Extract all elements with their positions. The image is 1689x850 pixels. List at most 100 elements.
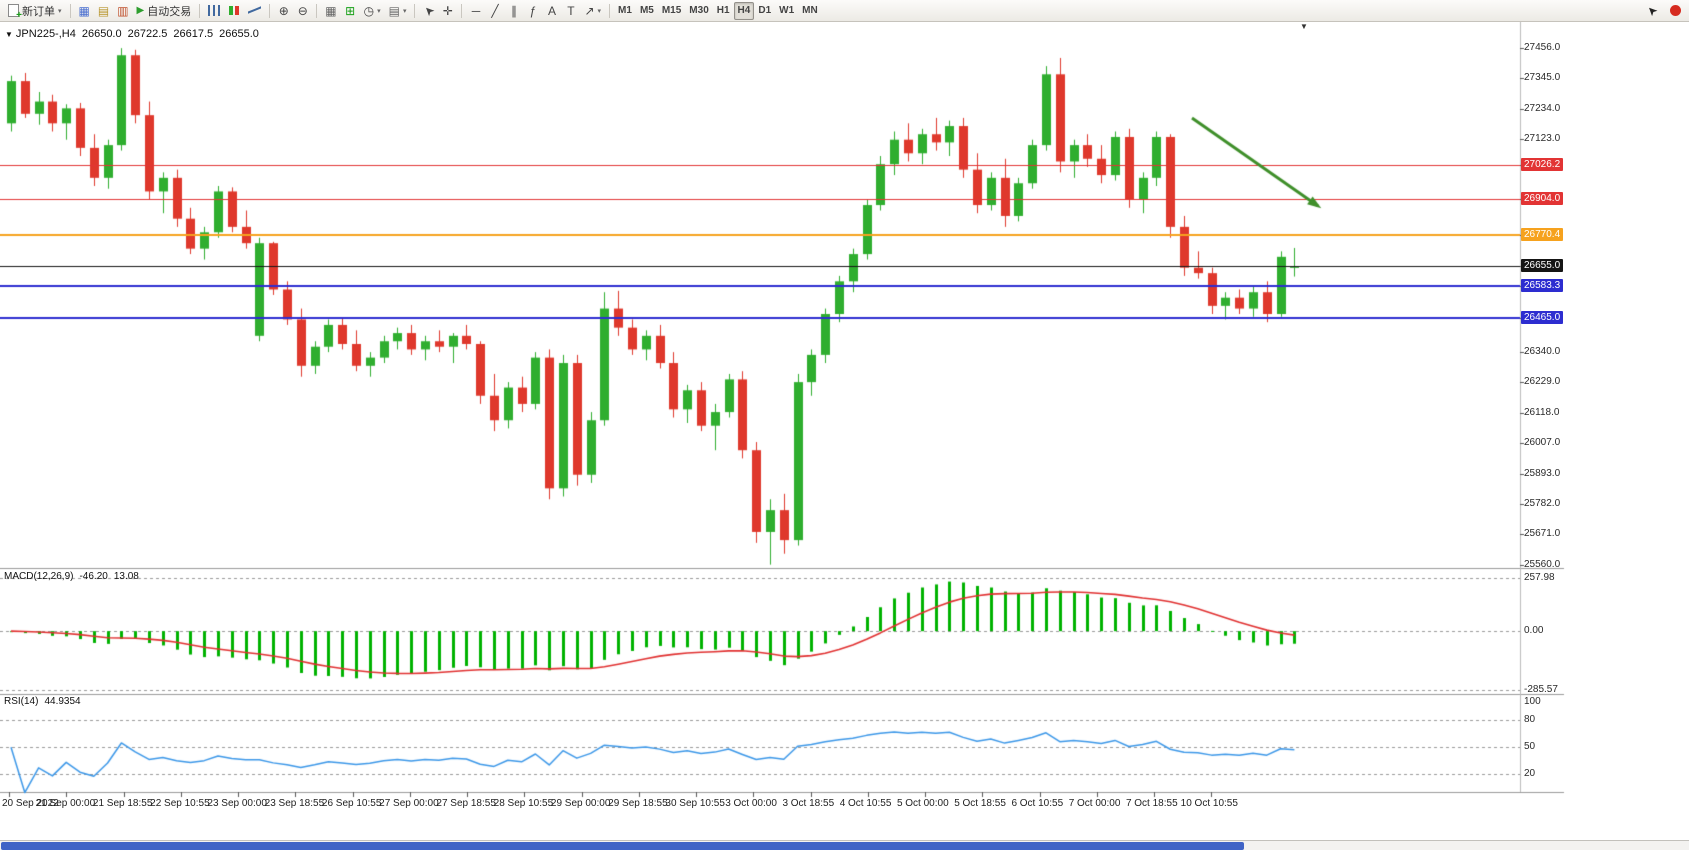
macd-axis-label: 0.00 bbox=[1524, 625, 1544, 637]
toolbar-separator bbox=[461, 3, 463, 18]
bar-chart-button[interactable] bbox=[204, 2, 224, 20]
close-value: 26655.0 bbox=[219, 28, 259, 40]
horizontal-scrollbar[interactable] bbox=[0, 840, 1689, 850]
caret-down-icon: ▾ bbox=[377, 7, 381, 15]
channel-button[interactable]: ∥ bbox=[504, 2, 523, 20]
navigator-button[interactable]: ▤ bbox=[94, 2, 113, 20]
new-order-label: 新订单 bbox=[22, 5, 55, 18]
community-button[interactable] bbox=[1666, 2, 1685, 20]
time-axis-label: 27 Sep 00:00 bbox=[379, 798, 439, 809]
crosshair-button[interactable]: ✛ bbox=[438, 2, 457, 20]
fibonacci-button[interactable]: ƒ bbox=[523, 2, 542, 20]
arrows-button[interactable]: ↗ ▾ bbox=[580, 2, 605, 20]
chart-collapse-icon[interactable]: ▼ bbox=[5, 30, 13, 39]
price-axis-label: 26340.0 bbox=[1524, 346, 1561, 358]
timeframe-m30-button[interactable]: M30 bbox=[685, 2, 712, 20]
timeframe-label: D1 bbox=[758, 5, 772, 16]
templates-button[interactable]: ▤ ▾ bbox=[385, 2, 411, 20]
tile-windows-icon: ▦ bbox=[325, 3, 337, 18]
timeframe-mn-button[interactable]: MN bbox=[798, 2, 822, 20]
rsi-header: RSI(14) 44.9354 bbox=[4, 696, 81, 707]
market-watch-icon: ▦ bbox=[78, 3, 90, 18]
timeframe-m5-button[interactable]: M5 bbox=[636, 2, 658, 20]
rsi-axis-label: 80 bbox=[1524, 714, 1536, 726]
time-axis-label: 30 Sep 10:55 bbox=[665, 798, 725, 809]
price-line-badge[interactable]: 26770.4 bbox=[1521, 227, 1564, 241]
chart-ohlc-header: ▼ JPN225-,H4 26650.0 26722.5 26617.5 26655.0 bbox=[5, 28, 259, 40]
auto-trading-icon: ▶ bbox=[136, 4, 145, 16]
rsi-value: 44.9354 bbox=[44, 696, 81, 707]
time-axis-label: 28 Sep 10:55 bbox=[493, 798, 554, 809]
new-order-icon bbox=[8, 4, 22, 21]
price-axis-label: 26118.0 bbox=[1524, 406, 1560, 418]
new-order-button[interactable]: 新订单 ▾ bbox=[4, 2, 66, 21]
channel-icon: ∥ bbox=[510, 3, 517, 18]
timeframe-h1-button[interactable]: H1 bbox=[713, 2, 734, 20]
line-chart-button[interactable] bbox=[244, 2, 265, 20]
terminal-button[interactable]: ▥ bbox=[113, 2, 132, 20]
price-chart-canvas[interactable] bbox=[0, 22, 1689, 850]
time-axis-label: 5 Oct 00:00 bbox=[896, 798, 949, 809]
timeframe-h4-button[interactable]: H4 bbox=[733, 1, 755, 20]
fibonacci-icon: ƒ bbox=[529, 3, 537, 18]
toolbar-right-group: ➤ bbox=[1643, 2, 1685, 20]
scrollbar-thumb[interactable] bbox=[1, 842, 1244, 850]
timeframe-label: M1 bbox=[618, 5, 632, 16]
symbol-timeframe-label: JPN225-,H4 bbox=[15, 28, 76, 40]
time-axis-label: 22 Sep 10:55 bbox=[150, 798, 210, 809]
price-axis-label: 26007.0 bbox=[1524, 436, 1561, 448]
zoom-out-button[interactable]: ⊖ bbox=[293, 2, 312, 20]
cursor-button[interactable]: ➤ bbox=[419, 2, 438, 20]
timeframe-m1-button[interactable]: M1 bbox=[614, 2, 636, 20]
chart-shift-marker[interactable]: ▼ bbox=[1300, 22, 1308, 31]
timeframe-m15-button[interactable]: M15 bbox=[658, 2, 685, 20]
indicators-icon: ⊞ bbox=[345, 3, 356, 18]
price-line-badge[interactable]: 26904.0 bbox=[1521, 191, 1564, 205]
timeframe-d1-button[interactable]: D1 bbox=[754, 2, 775, 20]
timeframe-w1-button[interactable]: W1 bbox=[775, 2, 798, 20]
timeframe-label: MN bbox=[802, 5, 818, 16]
terminal-icon: ▥ bbox=[117, 3, 129, 18]
price-line-badge[interactable]: 26465.0 bbox=[1521, 311, 1564, 325]
price-line-badge[interactable]: 27026.2 bbox=[1521, 158, 1564, 172]
horizontal-line-icon: ─ bbox=[471, 3, 481, 18]
zoom-out-icon: ⊖ bbox=[297, 3, 308, 18]
toolbar-separator bbox=[414, 3, 416, 18]
price-line-badge[interactable]: 26655.0 bbox=[1521, 259, 1564, 273]
market-watch-button[interactable]: ▦ bbox=[75, 2, 94, 20]
auto-trading-button[interactable]: ▶ 自动交易 bbox=[133, 2, 196, 20]
price-axis-label: 27123.0 bbox=[1524, 132, 1561, 144]
auto-trading-label: 自动交易 bbox=[147, 5, 192, 18]
toolbar-separator bbox=[609, 3, 611, 18]
price-axis-label: 25893.0 bbox=[1524, 467, 1561, 479]
rsi-title: RSI(14) bbox=[4, 696, 39, 707]
horizontal-line-button[interactable]: ─ bbox=[466, 2, 485, 20]
tile-windows-button[interactable]: ▦ bbox=[321, 2, 340, 20]
rsi-axis-label: 100 bbox=[1524, 696, 1541, 707]
pointer-button[interactable]: ➤ bbox=[1643, 2, 1662, 20]
zoom-in-button[interactable]: ⊕ bbox=[274, 2, 293, 20]
time-axis-label: 29 Sep 18:55 bbox=[608, 798, 668, 809]
chart-window: ▼ JPN225-,H4 26650.0 26722.5 26617.5 26655.0 … bbox=[0, 22, 1689, 850]
macd-signal-value: 13.08 bbox=[113, 571, 139, 582]
community-icon bbox=[1670, 5, 1681, 16]
cursor-icon: ➤ bbox=[420, 1, 438, 20]
text-button[interactable]: A bbox=[542, 2, 561, 20]
periods-button[interactable]: ◷ ▾ bbox=[360, 2, 385, 20]
timeframe-label: M15 bbox=[661, 5, 682, 16]
text-label-button[interactable]: T bbox=[561, 2, 580, 20]
time-axis-label: 21 Sep 18:55 bbox=[92, 798, 153, 809]
toolbar-separator bbox=[316, 3, 318, 18]
price-line-badge[interactable]: 26583.3 bbox=[1521, 278, 1564, 292]
trendline-button[interactable]: ╱ bbox=[485, 2, 504, 20]
price-axis-label: 25782.0 bbox=[1524, 498, 1561, 510]
zoom-in-icon: ⊕ bbox=[278, 3, 289, 18]
price-axis-label: 27345.0 bbox=[1524, 72, 1561, 84]
candlestick-chart-icon bbox=[228, 5, 240, 16]
time-axis-label: 26 Sep 10:55 bbox=[321, 798, 382, 809]
macd-axis-label: 257.98 bbox=[1524, 572, 1555, 583]
time-axis-label: 6 Oct 10:55 bbox=[1011, 798, 1064, 809]
candlestick-chart-button[interactable] bbox=[224, 2, 244, 20]
time-axis-label: 7 Oct 18:55 bbox=[1125, 798, 1178, 809]
indicators-button[interactable]: ⊞ bbox=[341, 2, 360, 20]
